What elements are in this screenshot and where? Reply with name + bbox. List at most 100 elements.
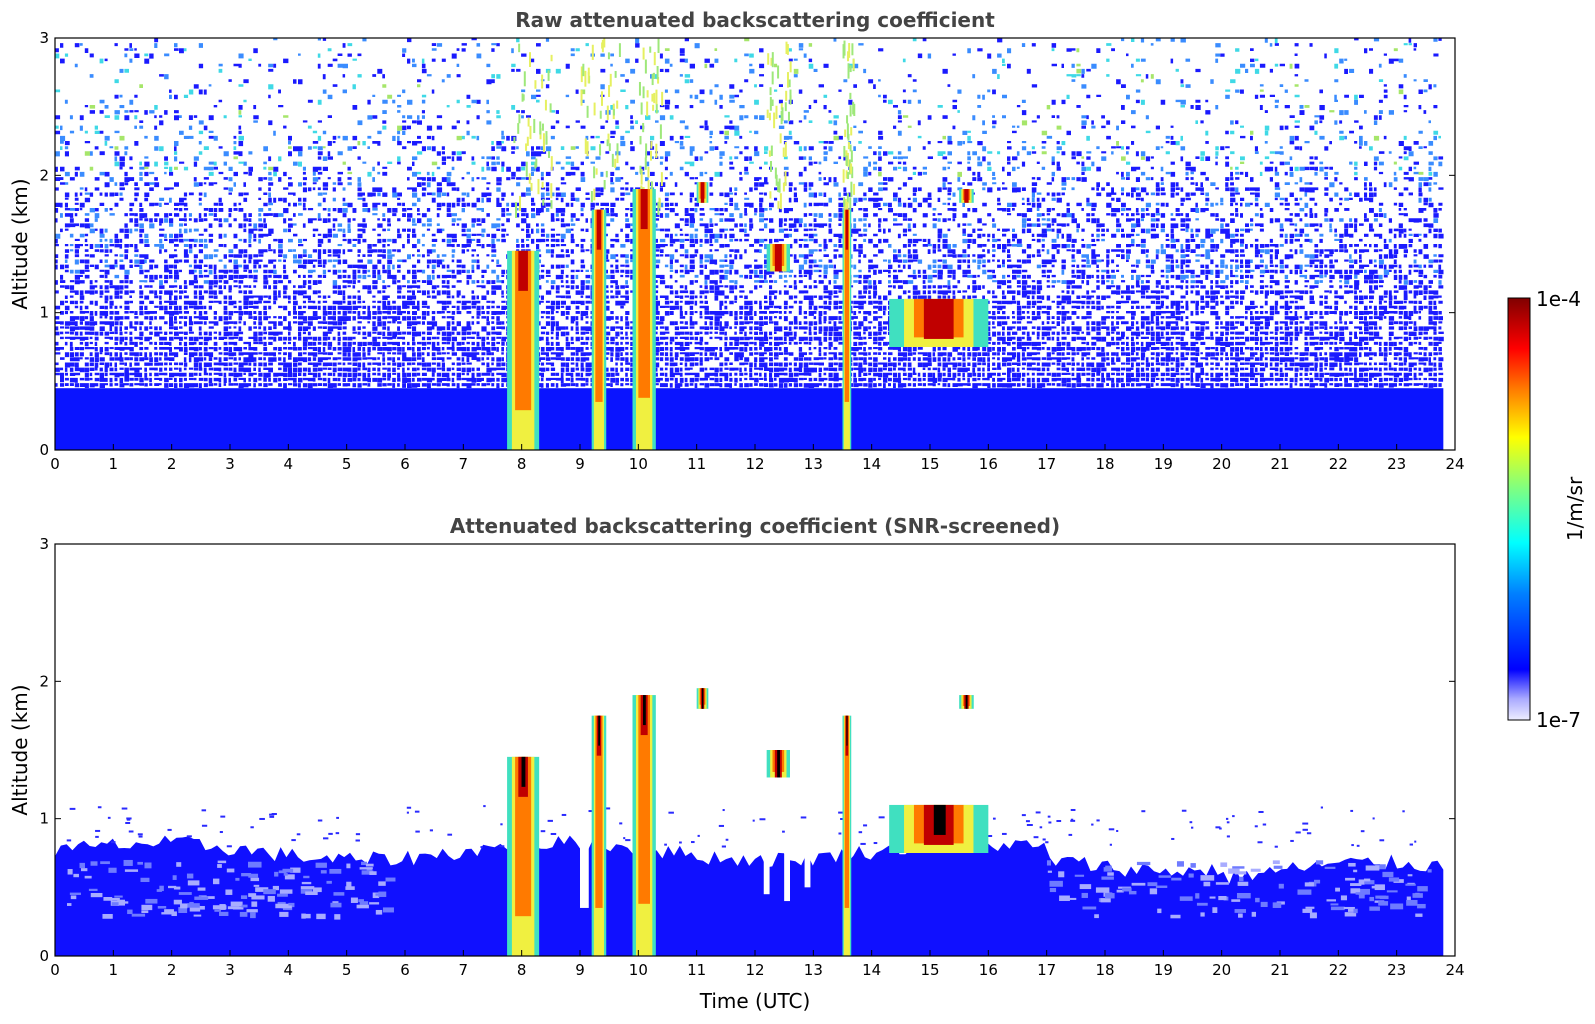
weak-signal-patch: [277, 901, 286, 906]
solar-noise-streak: [788, 79, 791, 88]
solar-noise-streak: [784, 171, 787, 186]
speckle: [1306, 832, 1312, 835]
weak-signal-patch: [1231, 899, 1241, 902]
weak-signal-patch: [1344, 912, 1357, 917]
solar-noise-streak: [542, 133, 545, 149]
cloud-top-saturated: [598, 715, 600, 746]
weak-signal-patch: [66, 903, 72, 906]
weak-signal-patch: [378, 891, 387, 897]
weak-signal-patch: [326, 880, 332, 884]
weak-signal-patch: [144, 862, 152, 869]
solar-noise-streak: [518, 43, 521, 53]
speckle: [858, 831, 863, 834]
speckle: [1070, 808, 1076, 811]
weak-signal-patch: [1215, 882, 1229, 885]
weak-signal-patch: [1388, 877, 1400, 882]
x-tick-label: 1: [109, 455, 119, 473]
solar-noise-streak: [599, 110, 602, 119]
weak-signal-patch: [212, 878, 220, 885]
raw-heatmap: [55, 38, 1444, 450]
weak-signal-patch: [235, 877, 240, 881]
weak-signal-patch: [253, 884, 260, 887]
weak-signal-patch: [226, 868, 235, 873]
solar-noise-streak: [780, 103, 783, 110]
weak-signal-patch: [359, 901, 369, 905]
weak-signal-patch: [102, 913, 113, 919]
weak-signal-patch: [186, 873, 194, 879]
solar-noise-streak: [600, 91, 603, 106]
x-tick-label: 10: [629, 961, 648, 979]
speckle: [1189, 821, 1193, 824]
weak-signal-patch: [1412, 893, 1423, 898]
solar-noise-streak: [642, 86, 645, 99]
weak-signal-patch: [137, 861, 143, 865]
speckle: [668, 811, 674, 814]
weak-signal-patch: [301, 881, 312, 885]
weak-signal-patch: [1314, 879, 1321, 884]
weak-signal-patch: [1081, 892, 1088, 898]
solar-noise-streak: [768, 112, 771, 121]
x-tick-label: 8: [517, 961, 527, 979]
weak-signal-patch: [1082, 906, 1097, 910]
speckle: [721, 845, 726, 848]
weak-signal-patch: [250, 912, 256, 919]
cloud-top-saturated: [846, 715, 848, 746]
solar-noise-streak: [526, 136, 529, 146]
weak-signal-patch: [1176, 861, 1184, 867]
solar-noise-streak: [842, 169, 845, 183]
solar-noise-streak: [843, 197, 846, 207]
solar-noise-streak: [844, 129, 847, 138]
weak-signal-patch: [1353, 908, 1358, 914]
solar-noise-streak: [530, 182, 533, 191]
weak-signal-patch: [1304, 882, 1314, 887]
weak-signal-patch: [100, 861, 110, 865]
weak-signal-patch: [1364, 880, 1375, 885]
solar-noise-streak: [607, 52, 610, 60]
speckle: [1274, 845, 1278, 848]
speckle: [725, 838, 729, 841]
weak-signal-patch: [1278, 883, 1284, 889]
speckle: [1226, 821, 1230, 824]
weak-signal-patch: [227, 906, 240, 910]
weak-signal-patch: [114, 895, 123, 898]
weak-signal-patch: [141, 904, 153, 911]
speckle: [250, 826, 254, 829]
weak-signal-patch: [90, 892, 103, 898]
weak-signal-patch: [197, 887, 206, 891]
weak-signal-patch: [1234, 909, 1247, 913]
weak-signal-patch: [239, 911, 248, 917]
solar-noise-streak: [646, 101, 649, 117]
speckle: [1001, 832, 1007, 835]
solar-noise-streak: [582, 63, 585, 77]
solar-noise-streak: [603, 180, 606, 190]
weak-signal-patch: [283, 873, 288, 876]
weak-signal-patch: [69, 892, 81, 895]
y-tick-label: 2: [39, 672, 49, 690]
solar-noise-streak: [586, 105, 589, 118]
speckle: [1372, 817, 1375, 820]
solar-noise-streak: [849, 92, 852, 99]
weak-signal-patch: [312, 887, 322, 893]
weak-signal-patch: [1427, 869, 1432, 873]
solar-noise-streak: [847, 51, 850, 62]
weak-signal-patch: [333, 892, 345, 896]
weak-signal-patch: [267, 895, 275, 902]
panel-screened: Attenuated backscattering coefficient (S…: [8, 514, 1465, 1013]
weak-signal-patch: [288, 902, 295, 908]
solar-noise-streak: [782, 182, 785, 192]
weak-signal-patch: [1358, 879, 1365, 885]
speckle: [1108, 828, 1115, 831]
solar-noise-streak: [541, 123, 544, 131]
solar-noise-streak: [584, 70, 587, 87]
speckle: [878, 816, 885, 819]
weak-signal-patch: [1064, 897, 1077, 900]
panel-raw: Raw attenuated backscattering coefficien…: [8, 8, 1465, 473]
speckle: [1091, 823, 1094, 826]
solar-noise-streak: [847, 172, 850, 180]
weak-signal-patch: [241, 873, 252, 877]
speckle: [722, 809, 725, 812]
y-tick-label: 0: [39, 947, 49, 965]
weak-signal-patch: [1406, 899, 1418, 906]
weak-signal-patch: [1309, 912, 1317, 919]
